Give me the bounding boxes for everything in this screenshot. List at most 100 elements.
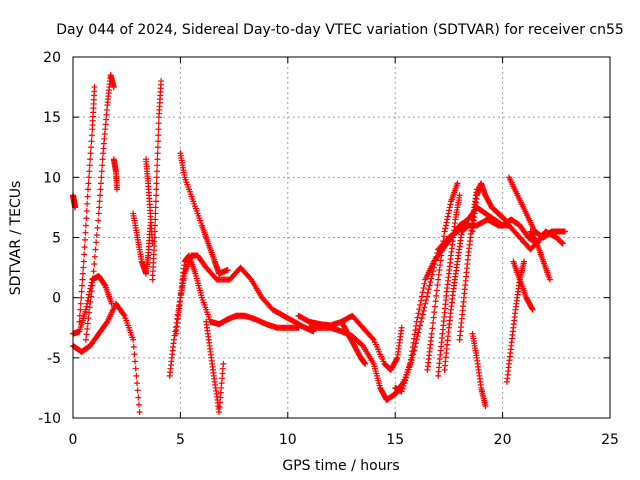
data-point [86,168,93,175]
series-track-15 [306,324,405,403]
y-tick-label: -5 [47,351,61,367]
data-point [224,266,231,273]
data-point [135,401,142,408]
y-tick-label: 5 [52,231,61,247]
data-point [83,331,90,338]
data-point [87,298,94,305]
series-track-27 [510,258,536,313]
data-point [429,271,436,278]
data-point [521,258,528,265]
data-point [98,168,105,175]
data-point [86,162,93,169]
data-point [101,281,108,288]
data-point [78,288,85,295]
y-tick-label: 0 [52,291,61,307]
data-point [501,216,508,223]
data-point [152,204,159,211]
data-point [134,387,141,394]
y-tick-label: 10 [43,170,61,186]
series-track-18 [392,204,566,395]
data-point [85,186,92,193]
x-tick-label: 15 [386,432,404,448]
data-point [153,192,160,199]
data-point [133,372,140,379]
data-point [430,314,437,321]
data-point [418,293,425,300]
series-track-16 [338,318,369,367]
data-point [399,385,406,392]
data-point [465,222,472,229]
data-point [435,271,442,278]
series-track-11 [173,252,302,337]
data-point [423,297,430,304]
data-point [421,304,428,311]
data-point [444,216,451,223]
plot-frame [72,56,611,419]
data-point [442,225,449,232]
data-point [400,382,407,389]
data-point [151,228,158,235]
data-point [398,324,405,331]
data-point [420,285,427,292]
x-tick-label: 5 [176,432,185,448]
data-point [95,210,102,217]
data-point [559,240,566,247]
data-point [82,229,89,236]
data-point [424,289,431,296]
data-point [437,262,444,269]
data-point [419,289,426,296]
data-point [420,307,427,314]
data-point [86,304,93,311]
data-point [114,186,121,193]
data-point [88,138,95,145]
series-track-23 [469,180,508,235]
data-point [154,156,161,163]
series-track-24 [469,330,489,409]
data-point [438,252,445,259]
data-point [419,311,426,318]
data-point [432,298,439,305]
data-point [155,126,162,133]
data-point [136,408,143,415]
data-point [79,276,86,283]
data-point [456,192,463,199]
data-point [85,174,92,181]
data-point [91,84,98,91]
series-track-19 [424,180,461,373]
y-axis-title: SDTVAR / TECUs [8,181,24,296]
data-point [134,380,141,387]
data-point [413,322,420,329]
data-point [155,132,162,139]
data-point [131,351,138,358]
data-point [401,380,408,387]
data-point [446,207,453,214]
series-track-12 [177,150,231,277]
data-point [79,282,86,289]
data-point [154,162,161,169]
data-point [445,210,452,217]
data-point [402,377,409,384]
data-point [81,251,88,258]
series-track-9 [149,78,165,283]
data-point [158,78,165,85]
data-point [433,287,440,294]
data-point [152,222,159,229]
series-track-6 [110,156,121,193]
data-point [425,286,432,293]
data-point [80,258,87,265]
data-point [415,329,422,336]
data-point [84,300,91,307]
data-point [439,247,446,254]
data-point [454,180,461,187]
data-point [443,219,450,226]
data-point [88,132,95,139]
data-point [120,311,127,318]
data-point [87,156,94,163]
data-point [393,356,400,363]
data-point [558,239,565,246]
data-point [153,180,160,187]
y-tick-label: 20 [43,50,61,66]
data-point [99,162,106,169]
data-point [405,366,412,373]
